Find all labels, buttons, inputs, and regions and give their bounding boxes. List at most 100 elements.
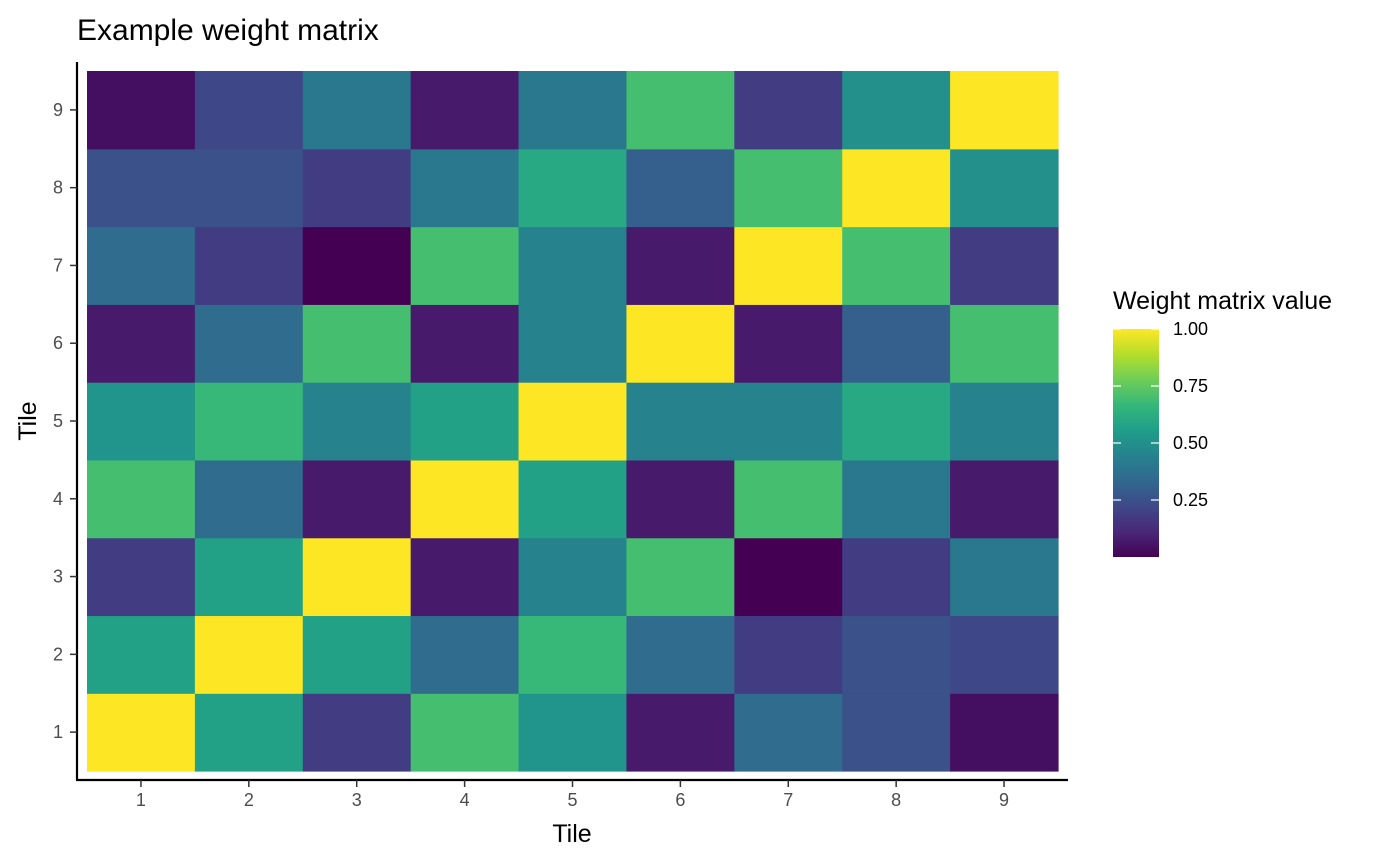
heatmap-cell bbox=[950, 71, 1059, 150]
heatmap-cell bbox=[302, 537, 412, 617]
heatmap-cell bbox=[87, 615, 196, 694]
heatmap-cell bbox=[87, 459, 196, 539]
heatmap-cell bbox=[950, 459, 1059, 539]
x-tick-label: 9 bbox=[999, 790, 1009, 810]
heatmap-cell bbox=[842, 459, 951, 539]
y-axis-ticks: 1 2 3 4 5 6 7 8 9 bbox=[53, 100, 77, 742]
heatmap-cell bbox=[87, 537, 196, 617]
x-tick-label: 8 bbox=[891, 790, 901, 810]
x-tick-label: 1 bbox=[136, 790, 146, 810]
y-tick-label: 2 bbox=[53, 644, 63, 664]
heatmap-cell bbox=[87, 304, 196, 383]
heatmap-cell bbox=[518, 148, 628, 228]
y-tick-label: 9 bbox=[53, 100, 63, 120]
x-tick-label: 2 bbox=[244, 790, 254, 810]
x-tick-label: 4 bbox=[460, 790, 470, 810]
y-tick-label: 4 bbox=[53, 489, 63, 509]
heatmap-cell bbox=[410, 693, 520, 772]
heatmap-cell bbox=[194, 226, 304, 305]
heatmap-cell bbox=[626, 304, 735, 383]
heatmap-cell bbox=[626, 693, 735, 772]
heatmap-cell bbox=[734, 615, 843, 694]
heatmap-cell bbox=[87, 693, 196, 772]
x-axis-title: Tile bbox=[552, 820, 591, 848]
heatmap-cell bbox=[626, 382, 735, 461]
heatmap-cell bbox=[842, 71, 951, 150]
heatmap-cell bbox=[302, 304, 412, 383]
heatmap-cell bbox=[302, 615, 412, 694]
heatmap-cell bbox=[626, 71, 735, 150]
legend-label: 0.50 bbox=[1173, 433, 1208, 453]
x-tick-label: 3 bbox=[352, 790, 362, 810]
heatmap-cell bbox=[410, 537, 520, 617]
heatmap-cell bbox=[734, 226, 843, 305]
heatmap-cell bbox=[194, 148, 304, 228]
y-tick-label: 5 bbox=[53, 411, 63, 431]
heatmap-cell bbox=[87, 226, 196, 305]
heatmap-cell bbox=[518, 226, 628, 305]
heatmap-cell bbox=[734, 382, 843, 461]
heatmap-cell bbox=[626, 537, 735, 617]
heatmap-cell bbox=[302, 71, 412, 150]
heatmap-cell bbox=[626, 226, 735, 305]
heatmap-cell bbox=[518, 693, 628, 772]
heatmap-cell bbox=[518, 537, 628, 617]
heatmap-cell bbox=[410, 226, 520, 305]
heatmap-cell bbox=[410, 459, 520, 539]
y-tick-label: 3 bbox=[53, 567, 63, 587]
heatmap-cell bbox=[626, 148, 735, 228]
heatmap-cell bbox=[87, 71, 196, 150]
heatmap-cell bbox=[734, 304, 843, 383]
heatmap-cell bbox=[626, 615, 735, 694]
heatmap-cell bbox=[950, 693, 1059, 772]
heatmap-cell bbox=[194, 304, 304, 383]
heatmap-cell bbox=[842, 304, 951, 383]
chart-title: Example weight matrix bbox=[77, 14, 379, 47]
heatmap-cell bbox=[842, 148, 951, 228]
heatmap-cell bbox=[87, 148, 196, 228]
y-tick-label: 1 bbox=[53, 722, 63, 742]
x-axis-ticks: 1 2 3 4 5 6 7 8 9 bbox=[136, 780, 1009, 810]
heatmap-cell bbox=[734, 693, 843, 772]
heatmap-cell bbox=[626, 459, 735, 539]
heatmap-cell bbox=[950, 537, 1059, 617]
heatmap-cell bbox=[842, 382, 951, 461]
heatmap-cell bbox=[410, 615, 520, 694]
heatmap-cell bbox=[410, 382, 520, 461]
heatmap-cell bbox=[302, 226, 412, 305]
heatmap-cell bbox=[734, 537, 843, 617]
heatmap-cell bbox=[842, 615, 951, 694]
heatmap-cell bbox=[194, 615, 304, 694]
heatmap-cell bbox=[302, 459, 412, 539]
heatmap-cells bbox=[87, 71, 1059, 772]
x-tick-label: 5 bbox=[567, 790, 577, 810]
heatmap-cell bbox=[194, 459, 304, 539]
y-tick-label: 8 bbox=[53, 178, 63, 198]
heatmap-cell bbox=[302, 693, 412, 772]
heatmap-cell bbox=[302, 148, 412, 228]
heatmap-cell bbox=[194, 382, 304, 461]
heatmap-cell bbox=[410, 71, 520, 150]
heatmap-cell bbox=[518, 304, 628, 383]
heatmap-cell bbox=[734, 71, 843, 150]
heatmap-cell bbox=[518, 615, 628, 694]
heatmap-cell bbox=[302, 382, 412, 461]
heatmap-cell bbox=[950, 304, 1059, 383]
heatmap-cell bbox=[194, 71, 304, 150]
x-tick-label: 7 bbox=[783, 790, 793, 810]
legend-label: 0.25 bbox=[1173, 490, 1208, 510]
heatmap-cell bbox=[950, 382, 1059, 461]
heatmap-cell bbox=[518, 382, 628, 461]
legend-label: 1.00 bbox=[1173, 319, 1208, 339]
legend-ticks: 0.25 0.50 0.75 1.00 bbox=[1113, 319, 1208, 510]
heatmap-cell bbox=[842, 537, 951, 617]
heatmap-cell bbox=[518, 71, 628, 150]
heatmap-cell bbox=[734, 459, 843, 539]
heatmap-cell bbox=[194, 693, 304, 772]
heatmap-cell bbox=[842, 226, 951, 305]
legend-label: 0.75 bbox=[1173, 376, 1208, 396]
x-tick-label: 6 bbox=[675, 790, 685, 810]
y-tick-label: 7 bbox=[53, 255, 63, 275]
y-tick-label: 6 bbox=[53, 333, 63, 353]
